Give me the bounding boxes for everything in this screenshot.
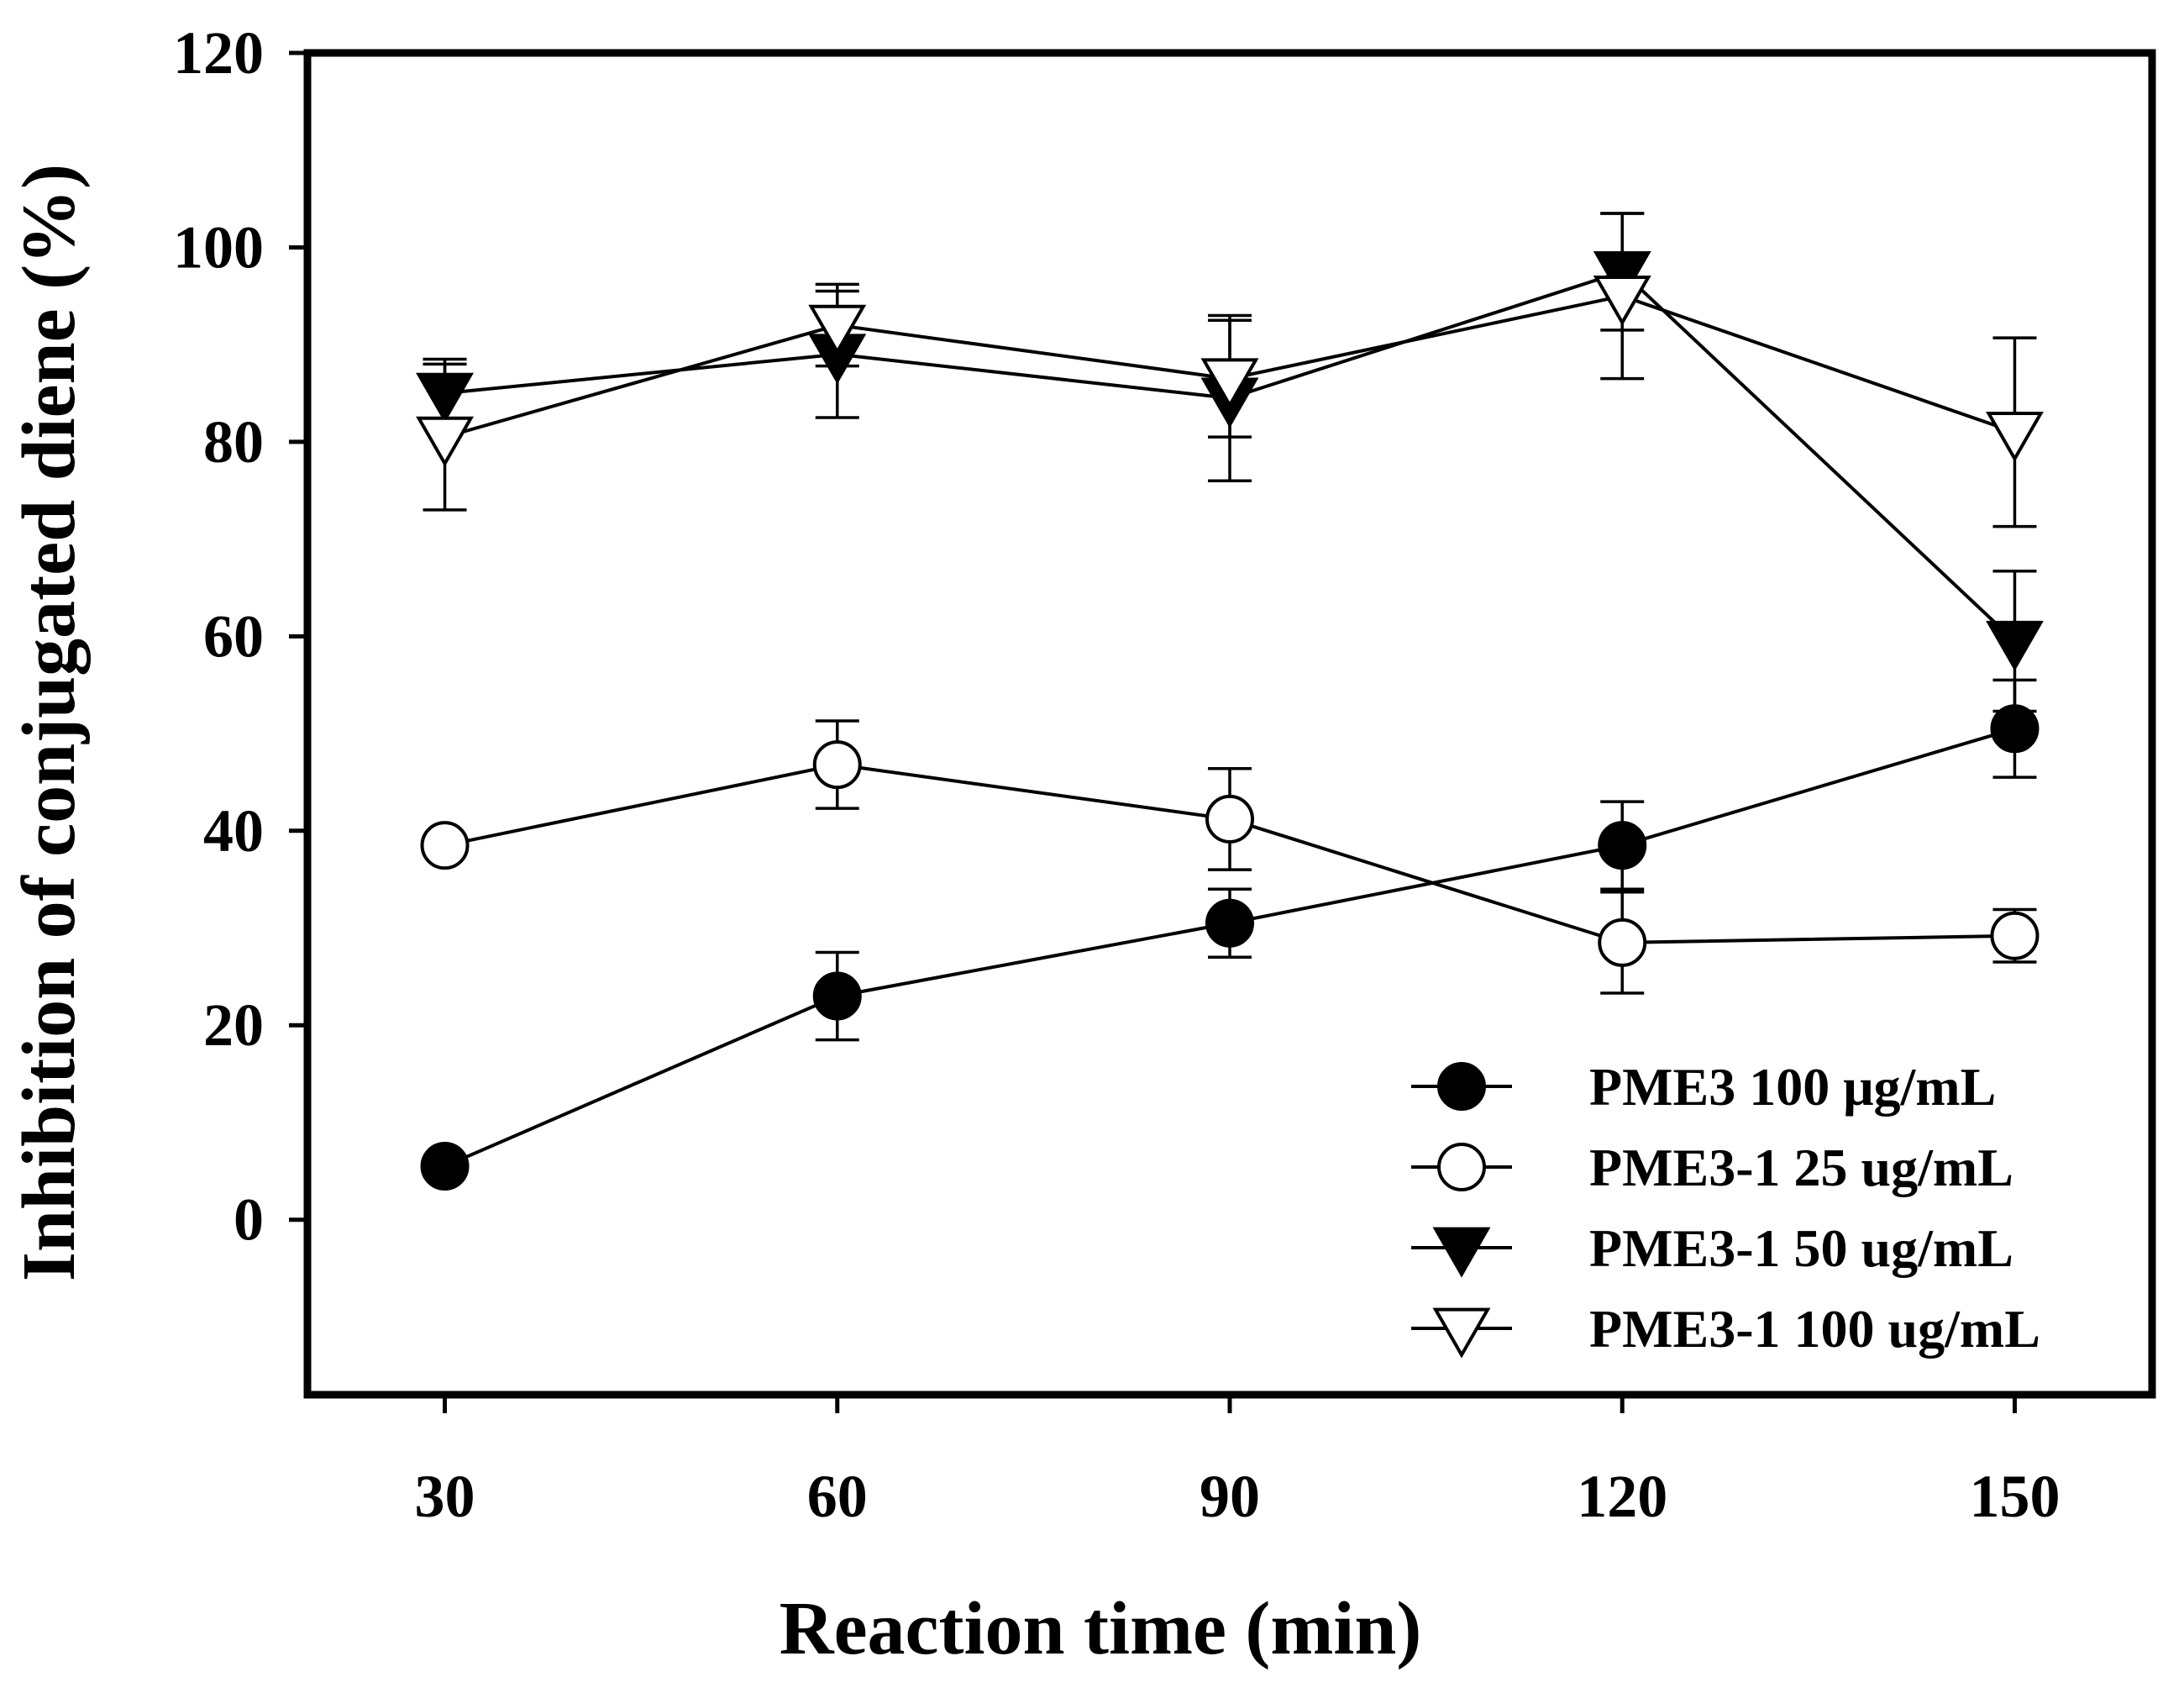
legend-entry: PME3-1 100 ug/mL <box>1411 1299 2040 1359</box>
y-tick-label: 80 <box>203 408 264 476</box>
legend-label: PME3-1 25 ug/mL <box>1589 1138 2013 1197</box>
data-point <box>812 971 862 1021</box>
legend-label: PME3-1 100 ug/mL <box>1589 1299 2040 1359</box>
legend-marker <box>1437 1143 1486 1191</box>
y-tick-label: 60 <box>203 602 264 670</box>
data-point <box>1990 911 2040 960</box>
data-point <box>808 304 867 355</box>
axes: 0 20 40 60 80 100 120 30 60 90 120 150 <box>173 19 2060 1530</box>
series-3 <box>423 212 2037 713</box>
data-point <box>416 416 474 467</box>
data-point <box>1200 358 1259 409</box>
data-point <box>1986 620 2044 671</box>
x-tick-label: 90 <box>1200 1463 1260 1530</box>
series-2 <box>444 719 2037 995</box>
data-point <box>420 821 470 870</box>
series-2-points <box>420 740 2040 967</box>
x-axis-title: Reaction time (min) <box>780 1587 1422 1670</box>
data-point <box>1593 275 1651 326</box>
series-layer <box>416 212 2044 1191</box>
data-point <box>1990 704 2040 754</box>
y-tick-label: 120 <box>173 19 264 87</box>
legend-entry: PME3-1 50 ug/mL <box>1411 1218 2013 1278</box>
legend: PME3 100 μg/mL PME3-1 25 ug/mL PME3-1 50 u… <box>1411 1057 2040 1359</box>
y-tick-label: 20 <box>203 991 264 1059</box>
data-point <box>1986 412 2044 462</box>
x-tick-label: 30 <box>415 1463 475 1530</box>
legend-entry: PME3 100 μg/mL <box>1411 1057 1996 1117</box>
y-tick-label: 40 <box>203 797 264 865</box>
y-axis-title: Inhibition of conjugated diene (%) <box>8 164 91 1281</box>
legend-marker <box>1432 1227 1491 1278</box>
data-point <box>1598 821 1647 870</box>
x-tick-label: 120 <box>1577 1463 1667 1530</box>
x-tick-label: 150 <box>1969 1463 2060 1530</box>
legend-marker <box>1437 1062 1486 1111</box>
legend-marker <box>1432 1307 1491 1359</box>
y-tick-label: 0 <box>234 1186 264 1254</box>
series-4-points <box>416 275 2044 467</box>
data-point <box>1598 917 1647 967</box>
legend-label: PME3-1 50 ug/mL <box>1589 1218 2013 1278</box>
plot-frame <box>303 49 2156 1399</box>
data-point <box>1205 794 1254 844</box>
legend-label: PME3 100 μg/mL <box>1589 1057 1996 1117</box>
x-tick-label: 60 <box>807 1463 868 1530</box>
data-point <box>812 740 862 790</box>
legend-entry: PME3-1 25 ug/mL <box>1411 1138 2013 1197</box>
data-point <box>416 372 474 423</box>
data-point <box>1205 898 1254 948</box>
data-point <box>420 1142 470 1191</box>
y-tick-label: 100 <box>173 213 264 281</box>
series-1-points <box>420 704 2040 1191</box>
